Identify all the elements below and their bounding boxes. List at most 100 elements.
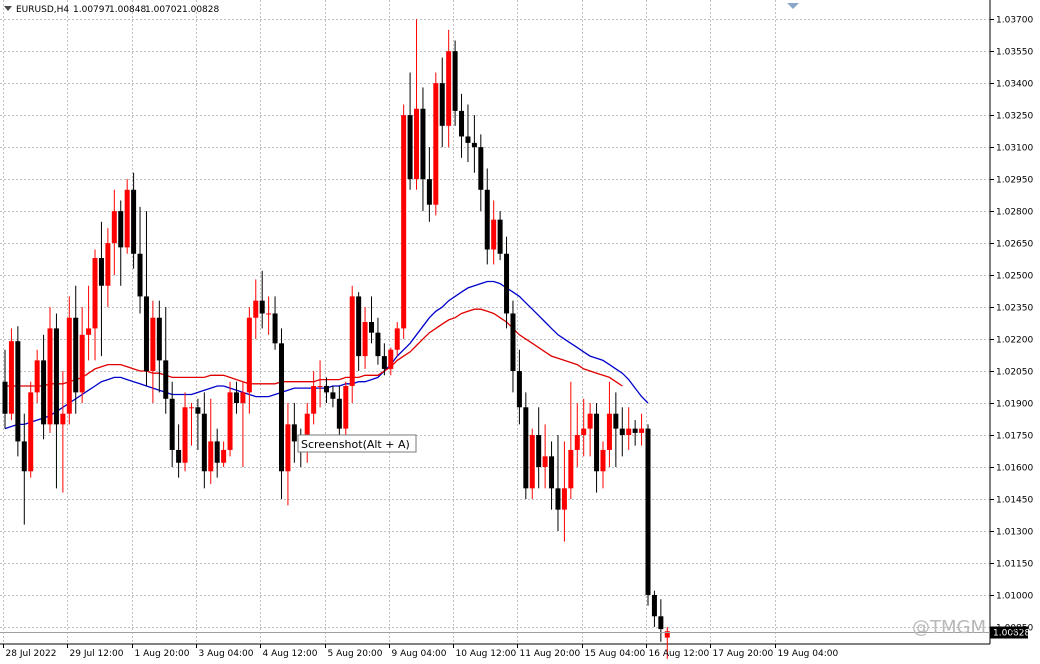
high-value: 1.00848 <box>109 5 146 15</box>
candle <box>73 285 79 414</box>
candle-body <box>497 219 503 254</box>
candle <box>47 307 53 433</box>
candle-body <box>311 385 317 414</box>
candle-body <box>47 328 53 425</box>
candle-body <box>156 317 162 361</box>
candle-body <box>414 108 420 180</box>
x-tick-label: 17 Aug 20:00 <box>713 649 774 659</box>
candle <box>561 441 567 542</box>
candle <box>632 420 638 446</box>
candle-body <box>639 428 645 433</box>
candle-body <box>118 211 124 248</box>
candle <box>407 72 413 190</box>
candle <box>497 211 503 261</box>
y-tick-label: 1.02350 <box>996 304 1033 314</box>
candle-body <box>188 407 194 409</box>
candle-body <box>349 296 355 386</box>
candle-body <box>594 413 600 472</box>
symbol-dropdown-icon[interactable] <box>4 6 12 11</box>
candle <box>651 590 657 627</box>
candle-body <box>291 424 297 442</box>
candle-body <box>163 360 169 399</box>
candle <box>41 334 47 440</box>
candle-body <box>208 441 214 472</box>
candle-body <box>317 385 323 387</box>
candle <box>446 29 452 148</box>
candle <box>150 300 156 404</box>
candle-body <box>169 398 175 450</box>
candle <box>336 385 342 436</box>
candle-body <box>73 317 79 393</box>
candle-body <box>285 424 291 472</box>
candle-body <box>542 456 548 468</box>
candle <box>452 40 458 126</box>
candle-body <box>568 449 574 489</box>
candle <box>491 200 497 265</box>
x-tick-label: 3 Aug 04:00 <box>199 649 254 659</box>
candle-body <box>131 189 137 254</box>
candle <box>118 200 124 286</box>
candle-body <box>124 189 130 248</box>
x-tick-label: 28 Jul 2022 <box>6 649 57 659</box>
candle-body <box>278 343 284 472</box>
candle <box>510 300 516 393</box>
candle <box>21 413 27 525</box>
candle <box>137 206 143 314</box>
candle-body <box>214 441 220 463</box>
axis-ticks: 1.03700 1.03550 1.03400 1.03250 1.03100 1.029… <box>3 16 1033 659</box>
candle-body <box>632 428 638 433</box>
candle-body <box>619 428 625 436</box>
x-tick-label: 5 Aug 20:00 <box>328 649 383 659</box>
candle <box>426 147 432 222</box>
candle <box>516 349 522 425</box>
candle-body <box>227 392 233 450</box>
grid <box>0 0 990 644</box>
candle-body <box>555 488 561 510</box>
candle-body <box>15 341 21 442</box>
candle <box>8 328 14 421</box>
candle <box>291 403 297 463</box>
current-price-marker: 1.00828 <box>0 626 1030 639</box>
candle <box>311 371 317 425</box>
candle <box>356 292 362 372</box>
open-value: 1.00797 <box>73 5 110 15</box>
candle-body <box>388 349 394 369</box>
candle <box>60 371 66 493</box>
candle <box>658 599 664 642</box>
candle <box>53 313 59 489</box>
y-tick-label: 1.01900 <box>996 400 1033 410</box>
candle-body <box>651 594 657 617</box>
candle-body <box>79 334 85 393</box>
candle-body <box>645 428 651 595</box>
candle <box>272 296 278 350</box>
candle-body <box>34 360 40 393</box>
candle-body <box>574 435 580 450</box>
candle <box>330 385 336 408</box>
candle-body <box>401 115 407 329</box>
current-price-box <box>990 626 1028 639</box>
x-tick-label: 11 Aug 20:00 <box>520 649 581 659</box>
candle <box>253 279 259 340</box>
candle <box>105 228 111 308</box>
candle <box>375 317 381 365</box>
candle <box>143 211 149 386</box>
y-tick-label: 1.01600 <box>996 464 1033 474</box>
y-tick-label: 1.02200 <box>996 336 1033 346</box>
y-tick-label: 1.03700 <box>996 16 1033 26</box>
candle-body <box>343 385 349 429</box>
candle-body <box>478 147 484 190</box>
candle <box>92 249 98 361</box>
chart-collapse-icon[interactable] <box>787 3 799 9</box>
candle <box>79 307 85 404</box>
candle-body <box>433 83 439 205</box>
candle <box>587 403 593 457</box>
candle <box>131 172 137 269</box>
candle-body <box>459 110 465 137</box>
candle-body <box>221 449 227 463</box>
y-tick-label: 1.01150 <box>996 560 1033 570</box>
candle-body <box>137 253 143 297</box>
y-tick-label: 1.03400 <box>996 80 1033 90</box>
candle <box>214 428 220 478</box>
candle-body <box>465 136 471 143</box>
